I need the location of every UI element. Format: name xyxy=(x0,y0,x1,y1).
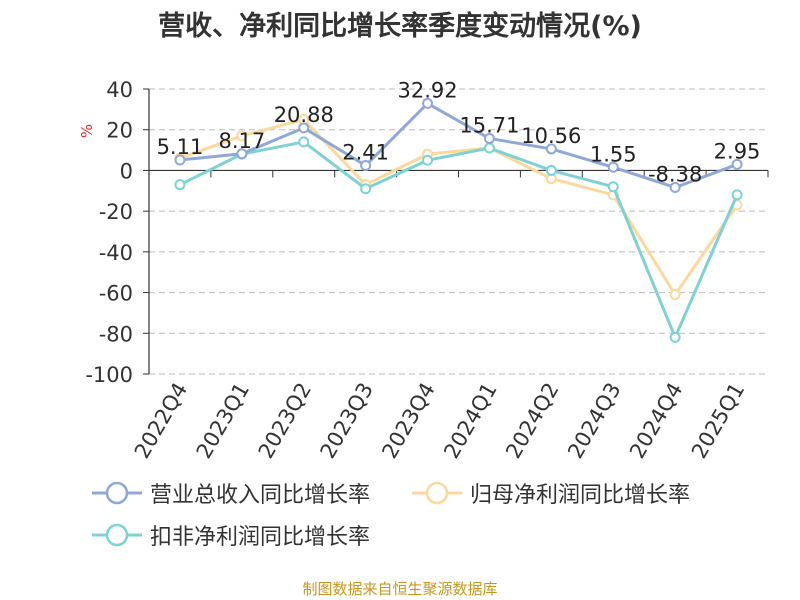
data-point xyxy=(422,97,434,109)
y-tick-label: 0 xyxy=(120,159,133,183)
x-tick-label: 2024Q3 xyxy=(563,379,625,463)
data-point xyxy=(607,181,619,193)
data-point xyxy=(174,154,186,166)
y-tick-label: -80 xyxy=(99,322,133,346)
data-label: 20.88 xyxy=(274,103,334,127)
legend-deducted-net-profit-icon xyxy=(92,523,142,547)
data-point xyxy=(298,122,310,134)
data-source-note: 制图数据来自恒生聚源数据库 xyxy=(302,580,498,598)
data-point xyxy=(360,183,372,195)
y-tick-label: 40 xyxy=(106,78,133,102)
data-point xyxy=(174,179,186,191)
data-label: -8.38 xyxy=(648,162,702,186)
data-point xyxy=(545,164,557,176)
data-point xyxy=(669,289,681,301)
y-tick-label: 20 xyxy=(106,119,133,143)
data-point xyxy=(236,148,248,160)
data-point xyxy=(360,160,372,172)
series-line xyxy=(179,118,739,297)
data-label: 1.55 xyxy=(590,142,637,166)
data-point xyxy=(422,154,434,166)
data-point xyxy=(483,142,495,154)
series-line xyxy=(179,101,738,189)
data-label: 32.92 xyxy=(397,78,457,102)
series-lines xyxy=(174,97,743,343)
data-point xyxy=(298,136,310,148)
legend-item-revenue[interactable]: 营业总收入同比增长率 xyxy=(92,476,370,510)
data-point xyxy=(669,331,681,343)
data-point xyxy=(731,189,743,201)
chart-title: 营收、净利同比增长率季度变动情况(%) xyxy=(158,11,642,42)
legend-item-deducted-net-profit[interactable]: 扣非净利润同比增长率 xyxy=(92,518,370,552)
legend-label-deducted-net-profit: 扣非净利润同比增长率 xyxy=(150,525,371,550)
y-tick-label: -20 xyxy=(99,200,133,224)
y-tick-label: -40 xyxy=(99,241,133,265)
x-tick-label: 2024Q4 xyxy=(625,379,687,463)
data-label: 2.41 xyxy=(342,141,389,165)
x-tick-label: 2023Q3 xyxy=(316,379,378,463)
legend-label-revenue: 营业总收入同比增长率 xyxy=(150,483,371,508)
y-tick-label: -100 xyxy=(85,363,133,387)
y-axis-unit: % xyxy=(78,124,96,138)
x-tick-label: 2023Q2 xyxy=(254,379,316,463)
x-tick-label: 2024Q1 xyxy=(439,379,501,463)
x-tick-label: 2023Q4 xyxy=(377,379,439,463)
y-tick-label: -60 xyxy=(99,282,133,306)
legend-revenue-icon xyxy=(92,481,142,505)
x-tick-label: 2022Q4 xyxy=(130,379,192,463)
data-label: 8.17 xyxy=(218,129,265,153)
data-label: 2.95 xyxy=(714,139,761,163)
data-point xyxy=(236,130,248,142)
data-point xyxy=(483,132,495,144)
data-label: 5.11 xyxy=(157,135,204,159)
data-point xyxy=(607,161,619,173)
legend-parent-net-profit-icon xyxy=(412,481,462,505)
legend-item-parent-net-profit[interactable]: 归母净利润同比增长率 xyxy=(412,476,690,510)
x-tick-label: 2024Q2 xyxy=(501,379,563,463)
x-tick-label: 2025Q1 xyxy=(687,379,749,463)
series-line xyxy=(179,140,739,339)
data-point xyxy=(545,143,557,155)
data-point xyxy=(669,181,681,193)
data-label: 15.71 xyxy=(459,113,519,137)
x-tick-label: 2023Q1 xyxy=(192,379,254,463)
legend-label-parent-net-profit: 归母净利润同比增长率 xyxy=(470,483,691,508)
data-point xyxy=(731,158,743,170)
grid-lines xyxy=(149,88,768,375)
data-label: 10.56 xyxy=(521,124,581,148)
